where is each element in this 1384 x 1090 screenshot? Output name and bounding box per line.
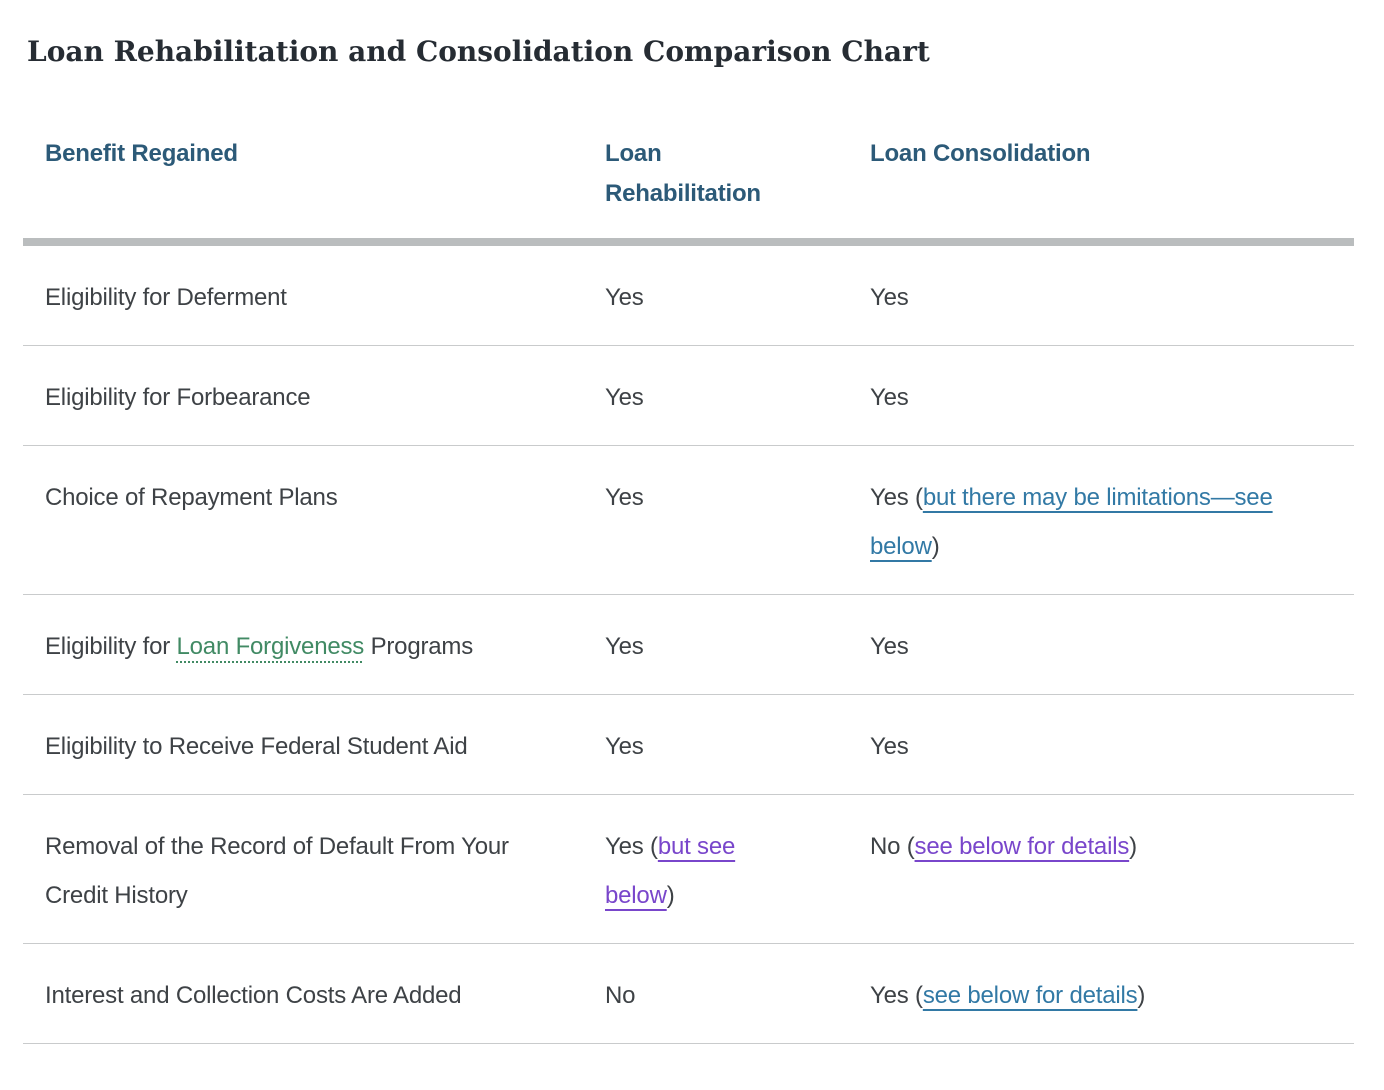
benefit-cell: Eligibility for Forbearance — [23, 345, 605, 446]
benefit-cell: Interest and Collection Costs Are Added — [23, 943, 605, 1044]
rehabilitation-value: No — [605, 982, 636, 1009]
rehabilitation-cell: Yes — [605, 345, 870, 446]
rehabilitation-cell: No — [605, 943, 870, 1044]
consolidation-value: Yes — [870, 633, 909, 660]
consolidation-value: Yes — [870, 384, 909, 411]
column-header-benefit-regained: Benefit Regained — [23, 118, 605, 246]
rehabilitation-value: Yes — [605, 484, 644, 511]
but-see-below-link[interactable]: but see below — [605, 833, 736, 909]
consolidation-suffix: ) — [1137, 982, 1146, 1009]
consolidation-cell: Yes (see below for details) — [870, 943, 1354, 1044]
benefit-cell: Eligibility to Receive Federal Student A… — [23, 694, 605, 795]
rehabilitation-cell: Yes — [605, 445, 870, 595]
benefit-text: Interest and Collection Costs Are Added — [45, 982, 462, 1009]
consolidation-suffix: ) — [1129, 833, 1137, 860]
consolidation-cell: Yes (but there may be limitations—see be… — [870, 445, 1354, 595]
consolidation-cell: Yes — [870, 345, 1354, 446]
see-below-for-details-link[interactable]: see below for details — [922, 982, 1138, 1009]
comparison-table: Benefit Regained Loan Rehabilitation Loa… — [23, 118, 1354, 1044]
limitations-see-below-link[interactable]: but there may be limitations—see below — [870, 484, 1273, 560]
benefit-cell: Eligibility for Deferment — [23, 242, 605, 346]
rehabilitation-value: Yes — [605, 733, 644, 760]
rehabilitation-cell: Yes — [605, 594, 870, 695]
table-row: Eligibility for Deferment Yes Yes — [23, 242, 1354, 346]
see-below-for-details-link[interactable]: see below for details — [914, 833, 1130, 860]
column-header-loan-consolidation: Loan Consolidation — [870, 118, 1354, 246]
consolidation-cell: Yes — [870, 242, 1354, 346]
consolidation-value: Yes — [870, 284, 909, 311]
rehabilitation-cell: Yes — [605, 242, 870, 346]
benefit-text: Removal of the Record of Default From Yo… — [45, 833, 509, 909]
table-row: Choice of Repayment Plans Yes Yes (but t… — [23, 445, 1354, 595]
table-row: Eligibility for Loan Forgiveness Program… — [23, 594, 1354, 695]
loan-forgiveness-glossary-term[interactable]: Loan Forgiveness — [176, 633, 365, 660]
rehabilitation-suffix: ) — [666, 882, 675, 909]
column-header-loan-rehabilitation: Loan Rehabilitation — [605, 118, 870, 246]
table-row: Interest and Collection Costs Are Added … — [23, 943, 1354, 1044]
benefit-text: Eligibility for Forbearance — [45, 384, 311, 411]
page: Loan Rehabilitation and Consolidation Co… — [0, 32, 1384, 1044]
consolidation-cell: Yes — [870, 694, 1354, 795]
consolidation-prefix: Yes ( — [870, 484, 923, 511]
rehabilitation-cell: Yes — [605, 694, 870, 795]
benefit-suffix: Programs — [364, 633, 474, 660]
benefit-text: Eligibility to Receive Federal Student A… — [45, 733, 468, 760]
benefit-cell: Eligibility for Loan Forgiveness Program… — [23, 594, 605, 695]
rehabilitation-value: Yes — [605, 633, 644, 660]
benefit-cell: Removal of the Record of Default From Yo… — [23, 794, 605, 944]
header-row: Benefit Regained Loan Rehabilitation Loa… — [23, 118, 1354, 246]
benefit-text: Eligibility for Deferment — [45, 284, 287, 311]
rehabilitation-value: Yes — [605, 384, 644, 411]
consolidation-value: Yes — [870, 733, 909, 760]
benefit-text: Choice of Repayment Plans — [45, 484, 338, 511]
rehabilitation-prefix: Yes ( — [605, 833, 658, 860]
table-row: Removal of the Record of Default From Yo… — [23, 794, 1354, 944]
consolidation-suffix: ) — [931, 533, 940, 560]
rehabilitation-value: Yes — [605, 284, 644, 311]
benefit-prefix: Eligibility for — [45, 633, 177, 660]
table-row: Eligibility for Forbearance Yes Yes — [23, 345, 1354, 446]
benefit-cell: Choice of Repayment Plans — [23, 445, 605, 595]
consolidation-cell: No (see below for details) — [870, 794, 1354, 944]
consolidation-cell: Yes — [870, 594, 1354, 695]
table-row: Eligibility to Receive Federal Student A… — [23, 694, 1354, 795]
consolidation-prefix: No ( — [870, 833, 915, 860]
page-title: Loan Rehabilitation and Consolidation Co… — [27, 35, 930, 68]
rehabilitation-cell: Yes (but see below) — [605, 794, 870, 944]
consolidation-prefix: Yes ( — [870, 982, 923, 1009]
